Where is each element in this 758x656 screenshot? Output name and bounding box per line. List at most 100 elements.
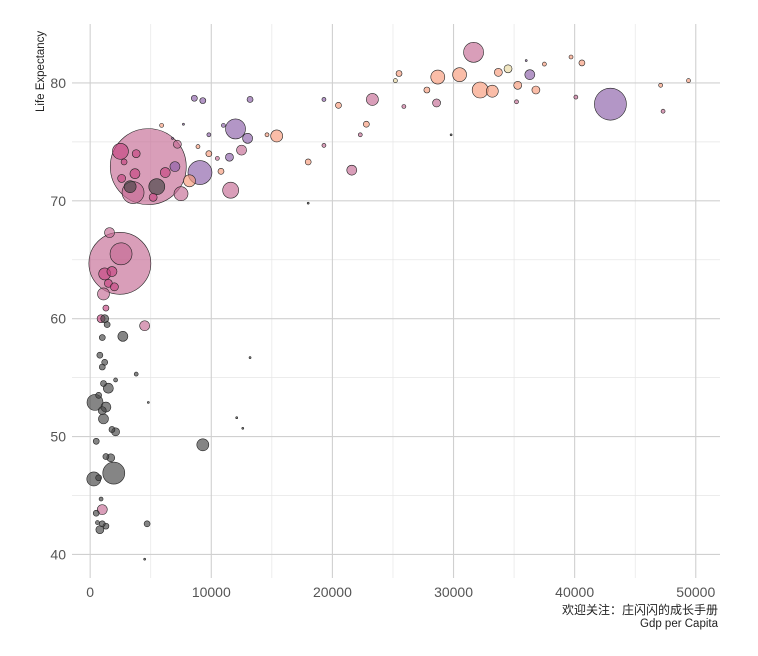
x-axis-title: Gdp per Capita	[640, 618, 719, 630]
data-point	[524, 59, 528, 62]
data-point	[242, 133, 253, 144]
data-point	[159, 123, 164, 128]
x-tick-label: 30000	[434, 584, 473, 600]
data-point	[246, 96, 254, 103]
data-point	[95, 391, 102, 399]
x-tick-label: 40000	[555, 584, 594, 600]
data-point	[183, 174, 196, 188]
data-point	[148, 178, 166, 195]
data-point	[199, 97, 207, 104]
data-point	[205, 150, 213, 157]
data-point	[159, 167, 171, 178]
data-point	[221, 123, 226, 128]
data-point	[98, 520, 106, 528]
data-point	[96, 504, 108, 515]
y-tick-label: 50	[50, 429, 66, 445]
data-point	[173, 139, 182, 149]
data-point	[463, 41, 484, 63]
data-point	[573, 94, 579, 100]
data-point	[578, 59, 586, 67]
data-point	[92, 437, 100, 445]
data-point	[95, 520, 100, 525]
data-point	[147, 401, 150, 404]
data-point	[98, 413, 109, 425]
data-point	[335, 102, 342, 109]
y-tick-labels: 40 50 60 70 80	[50, 75, 66, 562]
data-point	[182, 122, 185, 126]
data-point	[452, 67, 467, 82]
data-point	[270, 129, 283, 143]
y-tick-label: 60	[50, 311, 66, 327]
data-point	[98, 334, 106, 341]
data-point	[531, 85, 541, 95]
data-point	[108, 426, 116, 433]
data-point	[401, 104, 407, 109]
data-point	[139, 320, 150, 332]
data-point	[215, 156, 220, 161]
data-point	[658, 82, 663, 88]
data-point	[102, 304, 110, 312]
y-tick-label: 80	[50, 75, 66, 91]
data-point	[98, 496, 104, 502]
data-point	[96, 351, 104, 359]
data-point	[104, 227, 115, 238]
data-point	[169, 161, 181, 172]
x-tick-label: 50000	[676, 584, 715, 600]
x-tick-label: 0	[86, 584, 94, 600]
data-point	[432, 98, 441, 108]
data-point	[449, 133, 453, 137]
x-tick-label: 10000	[192, 584, 231, 600]
data-point	[120, 158, 128, 166]
data-point	[503, 64, 513, 74]
x-tick-label: 20000	[313, 584, 352, 600]
data-point	[225, 152, 234, 162]
data-point	[660, 108, 666, 114]
caption: 欢迎关注：庄闪闪的成长手册	[562, 602, 718, 617]
data-point	[117, 174, 126, 183]
data-point	[143, 520, 151, 528]
y-axis-title: Life Expectancy	[35, 31, 47, 112]
data-point	[171, 137, 174, 140]
data-point	[173, 186, 189, 202]
data-point	[513, 80, 523, 90]
data-point	[241, 427, 245, 430]
data-point	[97, 287, 110, 301]
data-point	[306, 201, 310, 205]
data-point	[686, 78, 691, 83]
data-point	[346, 164, 358, 176]
data-point	[112, 143, 129, 160]
data-point	[222, 181, 239, 199]
data-point	[395, 70, 403, 77]
data-point	[113, 377, 118, 383]
data-point	[357, 132, 363, 138]
data-point	[304, 158, 312, 166]
data-point	[248, 356, 252, 359]
data-point	[471, 81, 489, 99]
data-point	[106, 266, 118, 277]
data-point	[143, 557, 146, 561]
data-point	[363, 120, 370, 128]
grid-lines	[72, 24, 720, 578]
data-point	[206, 132, 212, 138]
data-point	[321, 143, 327, 148]
data-point	[225, 118, 246, 140]
data-point	[393, 78, 398, 83]
data-point	[109, 242, 133, 266]
data-point	[485, 84, 499, 98]
data-point	[236, 144, 247, 156]
data-point	[430, 69, 446, 85]
data-point	[123, 180, 137, 193]
data-point	[423, 86, 431, 94]
data-point	[95, 474, 102, 482]
data-point	[148, 192, 158, 202]
data-point	[129, 168, 141, 179]
data-point	[196, 438, 210, 452]
data-point	[366, 93, 379, 106]
data-point	[494, 68, 503, 77]
data-point	[568, 54, 574, 60]
data-point	[131, 149, 141, 158]
data-point	[217, 168, 225, 175]
data-point	[92, 509, 100, 517]
data-point	[97, 406, 107, 415]
data-point	[103, 321, 111, 328]
